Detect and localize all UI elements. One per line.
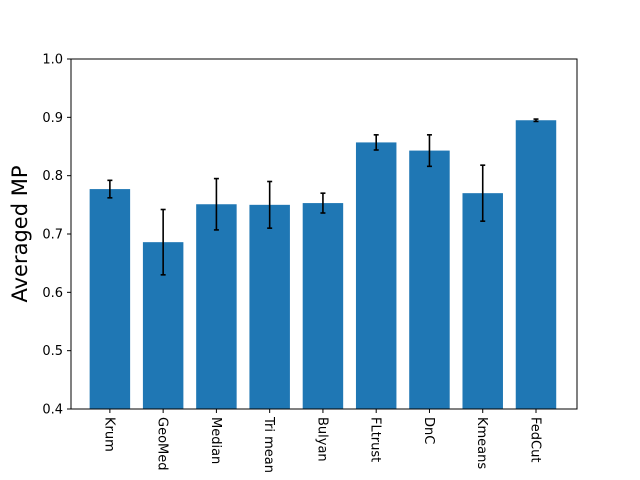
bar-tri-mean (249, 204, 290, 409)
x-tick-label: Kmeans (474, 417, 489, 469)
bar-median (196, 204, 237, 409)
x-tick-label: Krum (101, 417, 116, 452)
error-bar-dnc (426, 134, 432, 168)
error-bars-group (107, 118, 539, 276)
y-tick-label: 0.7 (42, 228, 63, 243)
x-tick-label: Median (208, 417, 223, 464)
y-tick-label: 0.4 (42, 403, 63, 418)
y-axis-ticks: 0.4 0.5 0.6 0.7 0.8 0.9 1.0 (42, 53, 71, 418)
x-tick-label: DnC (421, 417, 436, 444)
error-bar-bulyan (320, 192, 326, 214)
bar-krum (89, 189, 131, 409)
error-bar-krum (107, 179, 113, 199)
error-bar-kmeans (480, 164, 486, 222)
bar-bulyan (302, 203, 344, 409)
bars-group (89, 120, 557, 410)
x-tick-label: FLtrust (368, 417, 383, 462)
bar-dnc (409, 150, 450, 410)
x-axis-ticks: Krum GeoMed Median Tri mean Bulyan FLtrust DnC… (101, 409, 542, 473)
error-bar-fedcut (533, 118, 539, 123)
x-tick-label: FedCut (527, 417, 542, 462)
y-tick-label: 0.8 (42, 169, 63, 184)
bar-kmeans (462, 193, 503, 409)
y-axis-label: Averaged MP (8, 165, 32, 302)
x-tick-label: GeoMed (155, 417, 170, 471)
y-tick-label: 0.6 (42, 286, 63, 301)
y-tick-label: 0.5 (42, 344, 63, 359)
y-tick-label: 0.9 (42, 111, 63, 126)
bar-fltrust (355, 142, 397, 409)
error-bar-geomed (160, 208, 166, 276)
error-bar-tri-mean (267, 180, 273, 229)
error-bar-median (213, 177, 219, 231)
error-bar-fltrust (373, 134, 379, 151)
x-tick-label: Tri mean (261, 416, 276, 473)
x-tick-label: Bulyan (314, 417, 329, 462)
y-tick-label: 1.0 (42, 53, 63, 68)
bar-fedcut (515, 120, 557, 409)
